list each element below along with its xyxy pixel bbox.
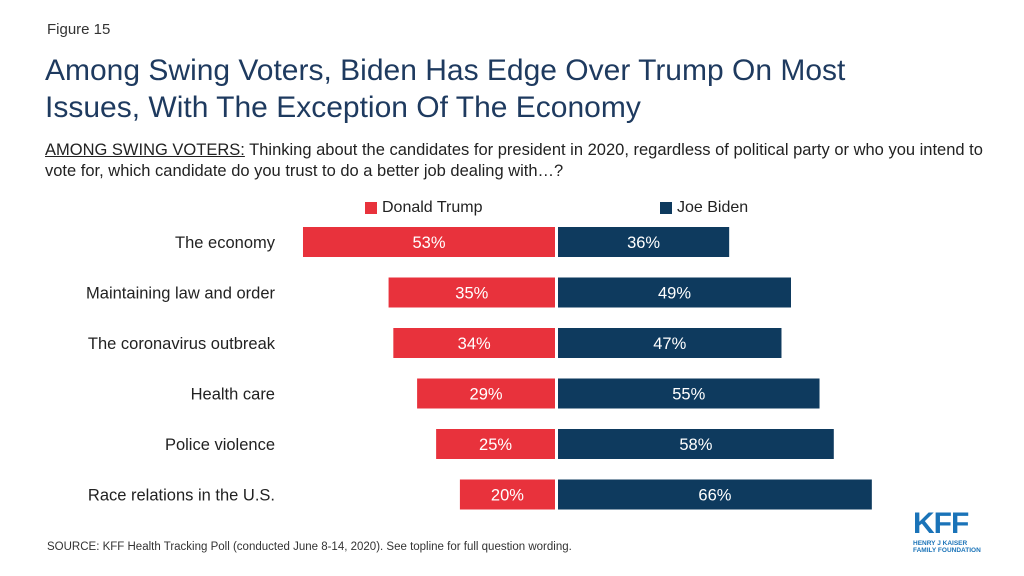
data-label-biden: 55% [672,386,705,404]
bar-trump [459,479,555,510]
legend-item-trump: Donald Trump [365,198,483,218]
bar-trump [417,378,555,409]
data-label-biden: 49% [658,285,691,303]
legend-swatch-biden [660,202,672,214]
bar-trump [436,429,555,459]
bar-biden [558,479,872,510]
bar-biden [558,328,782,358]
logo-line-2: FAMILY FOUNDATION [913,547,981,554]
chart-title: Among Swing Voters, Biden Has Edge Over … [45,54,846,124]
category-label: Maintaining law and order [86,285,275,303]
logo-mark: KFF [913,507,969,540]
category-label: Police violence [165,436,275,454]
subtitle-text: Thinking about the candidates for presid… [45,141,983,180]
category-label: Race relations in the U.S. [88,487,275,505]
legend-item-biden: Joe Biden [660,198,748,218]
source-note: SOURCE: KFF Health Tracking Poll (conduc… [47,541,572,553]
bar-biden [558,429,834,459]
category-label: Health care [191,386,275,404]
bar-trump [388,277,555,308]
bar-biden [558,227,730,257]
data-label-trump: 35% [455,285,488,303]
legend-swatch-trump [365,202,377,214]
bar-biden [558,378,820,409]
data-label-trump: 53% [412,234,445,252]
data-label-biden: 58% [679,436,712,454]
data-label-biden: 66% [698,487,731,505]
data-label-biden: 47% [653,335,686,353]
data-label-trump: 34% [458,335,491,353]
kff-logo: KFF HENRY J KAISER FAMILY FOUNDATION [913,508,993,560]
legend-label-biden: Joe Biden [677,199,749,216]
data-label-trump: 25% [479,436,512,454]
data-label-biden: 36% [627,234,660,252]
subtitle-lead: AMONG SWING VOTERS: [45,141,245,159]
bar-trump [302,227,555,257]
logo-line-1: HENRY J KAISER [913,540,968,547]
legend-label-trump: Donald Trump [382,199,483,216]
bar-biden [558,277,791,308]
data-label-trump: 29% [470,386,503,404]
category-label: The economy [175,234,276,252]
data-label-trump: 20% [491,487,524,505]
chart-subtitle: AMONG SWING VOTERS: Thinking about the c… [45,140,985,182]
category-label: The coronavirus outbreak [88,335,276,353]
figure-label: Figure 15 [47,21,111,38]
bar-trump [393,328,555,358]
